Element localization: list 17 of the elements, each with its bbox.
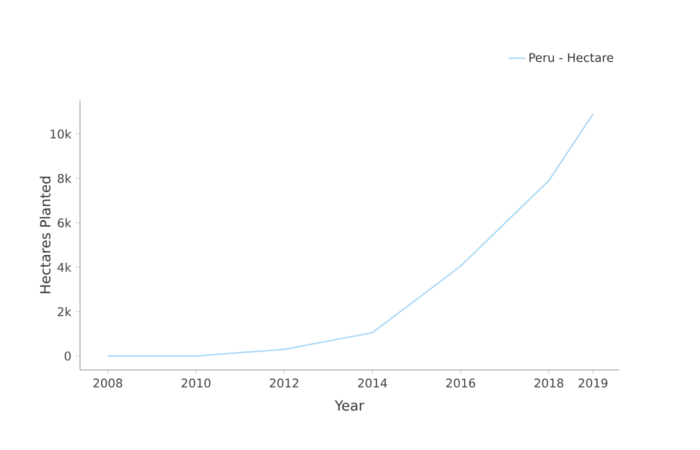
- y-tick-label: 6k: [58, 218, 72, 228]
- x-tick-label: 2019: [578, 378, 608, 388]
- x-tick-label: 2014: [358, 378, 387, 388]
- x-axis-title: Year: [334, 400, 364, 411]
- y-tick-label: 4k: [58, 262, 72, 272]
- y-axis-title: Hectares Planted: [40, 176, 51, 294]
- y-tick-label: 8k: [58, 174, 72, 183]
- legend-label: Peru - Hectare: [530, 53, 614, 62]
- x-tick-label: 2012: [270, 378, 298, 388]
- y-tick-label: 10k: [50, 129, 72, 139]
- x-tick-label: 2018: [534, 378, 564, 388]
- x-tick-label: 2008: [93, 378, 122, 388]
- y-tick-label: 0: [64, 351, 71, 361]
- y-tick-label: 2k: [58, 307, 72, 316]
- x-tick-label: 2016: [446, 378, 476, 388]
- line-series: [107, 113, 594, 357]
- x-tick-label: 2010: [182, 378, 210, 388]
